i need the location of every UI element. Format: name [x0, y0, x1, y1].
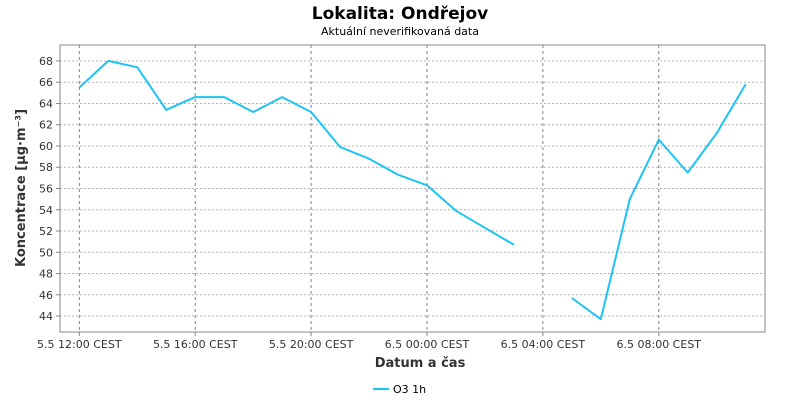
- x-tick-label: 5.5 12:00 CEST: [37, 338, 122, 351]
- x-tick-label: 6.5 08:00 CEST: [617, 338, 702, 351]
- y-tick-label: 66: [39, 76, 53, 89]
- x-tick-label: 5.5 20:00 CEST: [269, 338, 354, 351]
- y-tick-label: 56: [39, 183, 53, 196]
- y-tick-label: 48: [39, 268, 53, 281]
- y-tick-label: 60: [39, 140, 53, 153]
- x-tick-label: 6.5 00:00 CEST: [385, 338, 470, 351]
- y-tick-label: 54: [39, 204, 53, 217]
- grid: [60, 45, 765, 332]
- y-tick-label: 52: [39, 225, 53, 238]
- y-axis-ticks: 44 46 48 50 52 54 56 58 60 62 64 66 68: [39, 55, 60, 323]
- x-axis-ticks: 5.5 12:00 CEST 5.5 16:00 CEST 5.5 20:00 CE…: [37, 332, 701, 351]
- series-line-segment: [571, 83, 747, 321]
- y-tick-label: 62: [39, 119, 53, 132]
- series-lines: [78, 59, 747, 321]
- x-axis-label: Datum a čas: [375, 356, 466, 371]
- chart-subtitle: Aktuální neverifikovaná data: [321, 25, 479, 38]
- y-axis-label: Koncentrace [µg·m⁻³]: [14, 109, 29, 267]
- legend-label-o3: O3 1h: [393, 383, 426, 396]
- y-tick-label: 68: [39, 55, 53, 68]
- series-line-segment: [78, 59, 515, 246]
- legend: O3 1h: [373, 383, 426, 396]
- y-tick-label: 64: [39, 97, 53, 110]
- y-tick-label: 58: [39, 161, 53, 174]
- y-tick-label: 46: [39, 289, 53, 302]
- x-tick-label: 5.5 16:00 CEST: [153, 338, 238, 351]
- y-tick-label: 50: [39, 246, 53, 259]
- y-tick-label: 44: [39, 310, 53, 323]
- x-tick-label: 6.5 04:00 CEST: [501, 338, 586, 351]
- chart-title: Lokalita: Ondřejov: [312, 4, 488, 24]
